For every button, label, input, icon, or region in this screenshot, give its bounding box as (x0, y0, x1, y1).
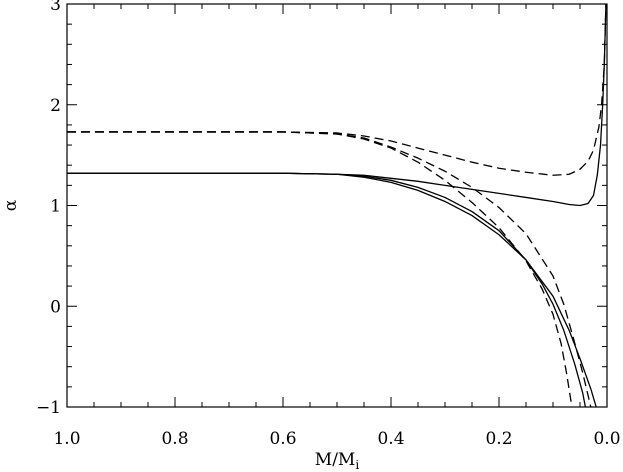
series-line-3-solid (67, 172, 597, 407)
series-layer (67, 4, 607, 407)
x-axis-label: M/Mi (315, 450, 360, 472)
x-tick-label: 0.6 (269, 429, 296, 449)
y-tick-label: 3 (50, 0, 61, 15)
series-line-6-dashed (67, 131, 573, 407)
plot-frame (66, 3, 608, 408)
y-tick-label: −1 (36, 398, 61, 418)
y-tick-label: 2 (50, 96, 61, 116)
labels-layer: 1.0 0.8 0.6 0.4 0.2 0.0 −1 0 1 2 3 (36, 0, 621, 449)
x-tick-label: 0.0 (593, 429, 620, 449)
x-tick-label: 0.8 (161, 429, 188, 449)
x-tick-label: 0.4 (377, 429, 404, 449)
x-axis-label-subscript: i (355, 458, 359, 472)
y-tick-label: 1 (50, 197, 61, 217)
x-axis-label-main: M/M (315, 450, 356, 470)
x-tick-label: 0.2 (485, 429, 512, 449)
x-tick-label: 1.0 (53, 429, 80, 449)
series-line-5-dashed (67, 131, 592, 407)
ticks-layer (66, 3, 608, 408)
y-axis-label: α (1, 199, 21, 211)
y-tick-label: 0 (50, 297, 61, 317)
